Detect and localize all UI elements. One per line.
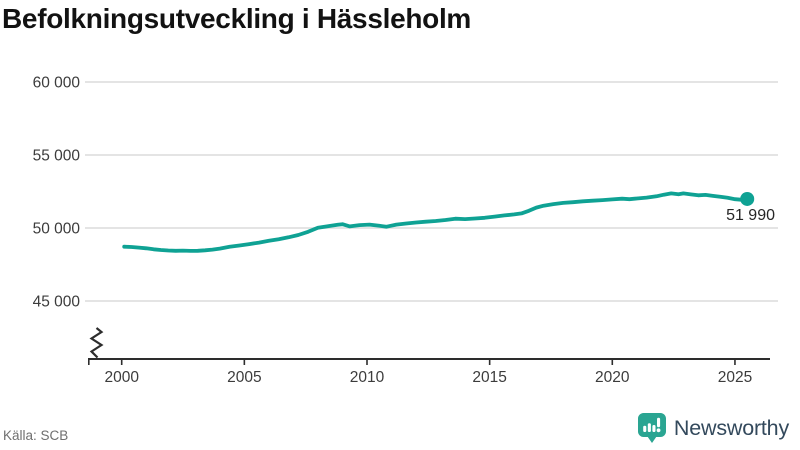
- x-axis-tick-label: 2020: [595, 369, 630, 386]
- y-axis-tick-label: 50 000: [33, 221, 81, 238]
- x-axis-tick-label: 2000: [104, 369, 139, 386]
- newsworthy-speech-bubble-chart-icon: [637, 413, 666, 443]
- latest-value-label: 51 990: [726, 207, 775, 224]
- x-axis-tick-label: 2015: [472, 369, 506, 386]
- y-axis-break-icon: [89, 327, 104, 359]
- x-axis-tick-label: 2025: [718, 369, 752, 386]
- bar-chart-exclamation-glyph: [643, 417, 661, 433]
- speech-bubble-shape: [637, 413, 666, 443]
- y-axis-tick-label: 55 000: [33, 148, 81, 165]
- newsworthy-logo: Newsworthy: [637, 412, 789, 444]
- x-axis-tick-label: 2005: [227, 369, 261, 386]
- x-axis-tick-label: 2010: [350, 369, 385, 386]
- latest-value-dot: [740, 191, 755, 206]
- chart-title: Befolkningsutveckling i Hässleholm: [2, 3, 472, 34]
- source-caption: Källa: SCB: [3, 428, 69, 443]
- population-line: [122, 191, 750, 253]
- y-axis-tick-label: 45 000: [33, 294, 81, 311]
- newsworthy-wordmark: Newsworthy: [673, 415, 789, 440]
- y-axis-tick-label: 60 000: [33, 75, 81, 92]
